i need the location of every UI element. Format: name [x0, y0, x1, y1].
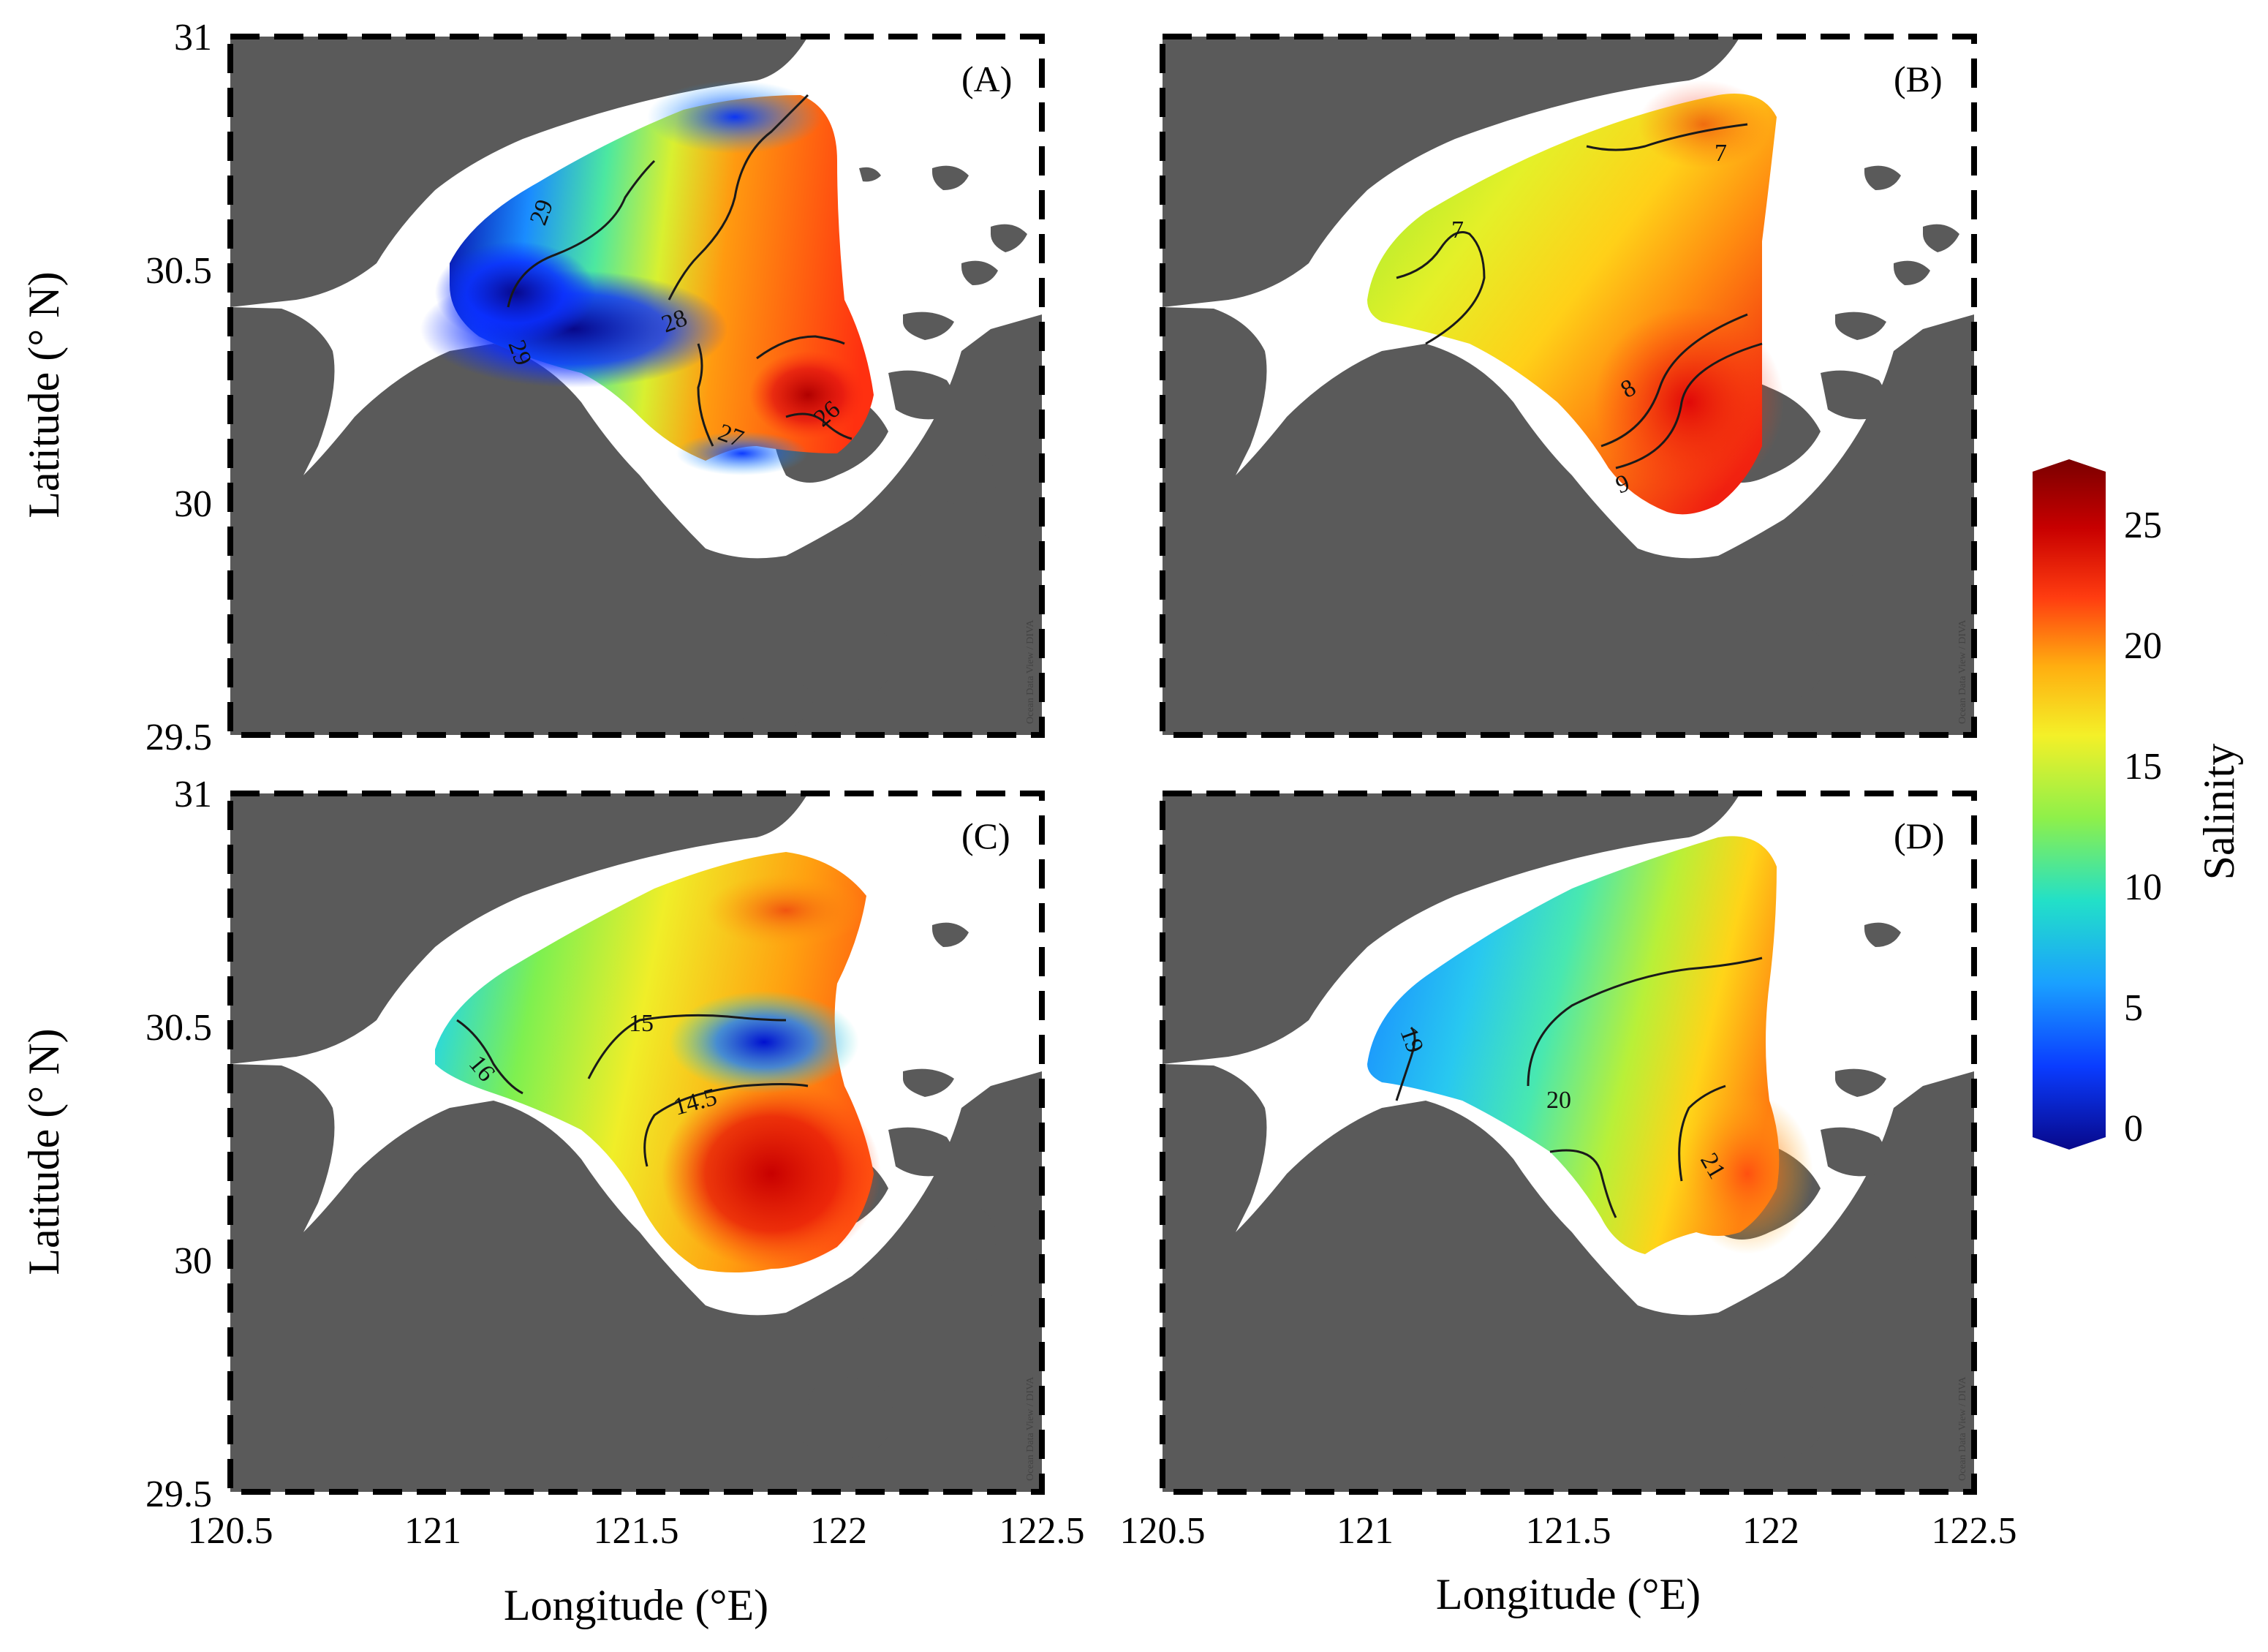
y-axis-title: Latitude (° N) [20, 1028, 68, 1275]
lat-tick-label: 30 [174, 483, 212, 525]
panel-frame [1160, 791, 1977, 1495]
colorbar-tick-label: 5 [2124, 987, 2143, 1029]
lon-tick-label: 121 [404, 1510, 461, 1552]
colorbar-tick-label: 20 [2124, 625, 2162, 667]
colorbar-tick-label: 25 [2124, 505, 2162, 546]
contours [456, 1014, 809, 1167]
panel-label: (B) [1894, 59, 1943, 99]
lon-axis-right: 120.5 121 121.5 122 122.5 [1120, 1510, 2017, 1552]
colorbar: 0 5 10 15 20 25 Salinity [2033, 459, 2243, 1150]
panel-label: (C) [961, 815, 1010, 856]
x-axis-title: Longitude (°E) [1436, 1570, 1701, 1618]
panel-frame [227, 791, 1045, 1495]
panel-label: (A) [961, 59, 1012, 99]
panel-d: 19 20 21 (D) Ocean Data View / DIVA [1160, 791, 1977, 1495]
panel-frame [1160, 34, 1977, 738]
contour-label: 15 [629, 1010, 654, 1037]
colorbar-ramp [2033, 459, 2106, 1150]
salinity-field [435, 852, 881, 1272]
contour-label: 20 [1546, 1087, 1571, 1114]
lat-tick-label: 30.5 [145, 250, 212, 292]
contour-label: 7 [1451, 216, 1464, 244]
y-axis-title: Latitude (° N) [20, 271, 68, 518]
salinity-field [1367, 80, 1784, 515]
colorbar-ticks: 0 5 10 15 20 25 [2124, 505, 2162, 1150]
lat-axis-top: 31 30.5 30 29.5 [145, 17, 212, 758]
lat-tick-label: 30.5 [145, 1007, 212, 1049]
lon-tick-label: 121 [1337, 1510, 1394, 1552]
lon-tick-label: 122.5 [1932, 1510, 2017, 1552]
lat-axis-bottom: 31 30.5 30 29.5 [145, 774, 212, 1515]
lon-axis-left: 120.5 121 121.5 122 122.5 [188, 1510, 1085, 1552]
lat-tick-label: 29.5 [145, 1474, 212, 1515]
credit-text: Ocean Data View / DIVA [1957, 619, 1968, 724]
salinity-field [1367, 836, 1813, 1254]
lon-tick-label: 121.5 [594, 1510, 679, 1552]
contours [1395, 957, 1763, 1218]
lat-tick-label: 31 [174, 17, 212, 59]
lon-tick-label: 122 [810, 1510, 867, 1552]
x-axis-title: Longitude (°E) [504, 1581, 768, 1629]
lon-tick-label: 122.5 [999, 1510, 1085, 1552]
lon-tick-label: 120.5 [1120, 1510, 1206, 1552]
panel-c: 16 15 14.5 (C) Ocean Data View / DIVA [227, 791, 1045, 1495]
lat-tick-label: 30 [174, 1240, 212, 1282]
salinity-field [420, 80, 874, 475]
lon-tick-label: 122 [1742, 1510, 1799, 1552]
colorbar-tick-label: 0 [2124, 1108, 2143, 1150]
lon-tick-label: 120.5 [188, 1510, 273, 1552]
contour-label: 7 [1715, 140, 1727, 167]
panel-b: 7 7 8 9 (B) Ocean Data View / DIVA [1160, 34, 1977, 738]
colorbar-tick-label: 10 [2124, 867, 2162, 908]
contours [1396, 123, 1763, 469]
credit-text: Ocean Data View / DIVA [1025, 1376, 1036, 1481]
contours [507, 94, 853, 447]
lat-tick-label: 31 [174, 774, 212, 815]
colorbar-tick-label: 15 [2124, 746, 2162, 788]
credit-text: Ocean Data View / DIVA [1957, 1376, 1968, 1481]
lon-tick-label: 121.5 [1526, 1510, 1611, 1552]
panel-frame [227, 34, 1045, 738]
panel-label: (D) [1894, 815, 1944, 856]
credit-text: Ocean Data View / DIVA [1025, 619, 1036, 724]
panel-a: 29 28 27 29 26 (A) Ocean Data View / DIV… [227, 34, 1045, 738]
lat-tick-label: 29.5 [145, 717, 212, 758]
colorbar-title: Salinity [2195, 744, 2243, 880]
